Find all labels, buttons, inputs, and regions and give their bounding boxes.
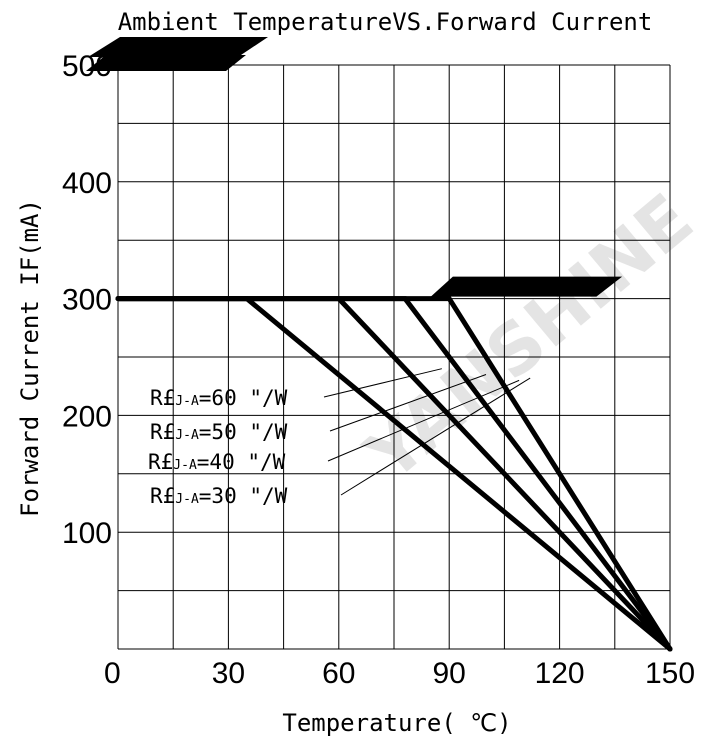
legend-blocks <box>86 37 623 297</box>
y-axis-label: Forward Current IF(mA) <box>16 199 44 517</box>
y-tick-label: 300 <box>62 284 112 317</box>
x-tick-label: 0 <box>104 657 121 690</box>
y-tick-label: 500 <box>62 50 112 83</box>
chart-title: Ambient TemperatureVS.Forward Current <box>118 8 653 36</box>
x-tick-label: 90 <box>433 657 466 690</box>
legend-leaders <box>323 368 531 496</box>
x-tick-label: 60 <box>322 657 355 690</box>
legend: R£J-A=60 "/W R£J-A=50 "/W R£J-A=40 "/W R£J-… <box>148 386 288 508</box>
watermark-logo-text: YANSHINE <box>350 178 702 497</box>
legend-leader-line <box>323 368 442 398</box>
decor-block <box>86 55 246 71</box>
legend-entry: R£J-A=30 "/W <box>150 484 288 508</box>
decor-block <box>430 276 623 297</box>
y-tick-label: 100 <box>62 517 112 550</box>
series-group <box>115 296 673 652</box>
x-axis-label: Temperature( ℃) <box>282 709 511 737</box>
legend-leader-line <box>329 374 487 432</box>
y-tick-label: 400 <box>62 167 112 200</box>
watermark: YANSHINE <box>350 178 702 497</box>
x-tick-label: 30 <box>212 657 245 690</box>
x-tick-label: 150 <box>645 657 695 690</box>
x-tick-label: 120 <box>535 657 585 690</box>
tick-labels: 0 30 60 90 120 150 100 200 300 400 500 <box>62 50 695 690</box>
legend-leader-line <box>327 379 520 462</box>
legend-entry: R£J-A=40 "/W <box>148 450 286 474</box>
legend-leader-line <box>340 377 531 496</box>
decor-block <box>88 37 268 57</box>
y-tick-label: 200 <box>62 400 112 433</box>
series-line-4 <box>115 296 673 652</box>
legend-entry: R£J-A=60 "/W <box>150 386 288 410</box>
legend-entry: R£J-A=50 "/W <box>150 420 288 444</box>
